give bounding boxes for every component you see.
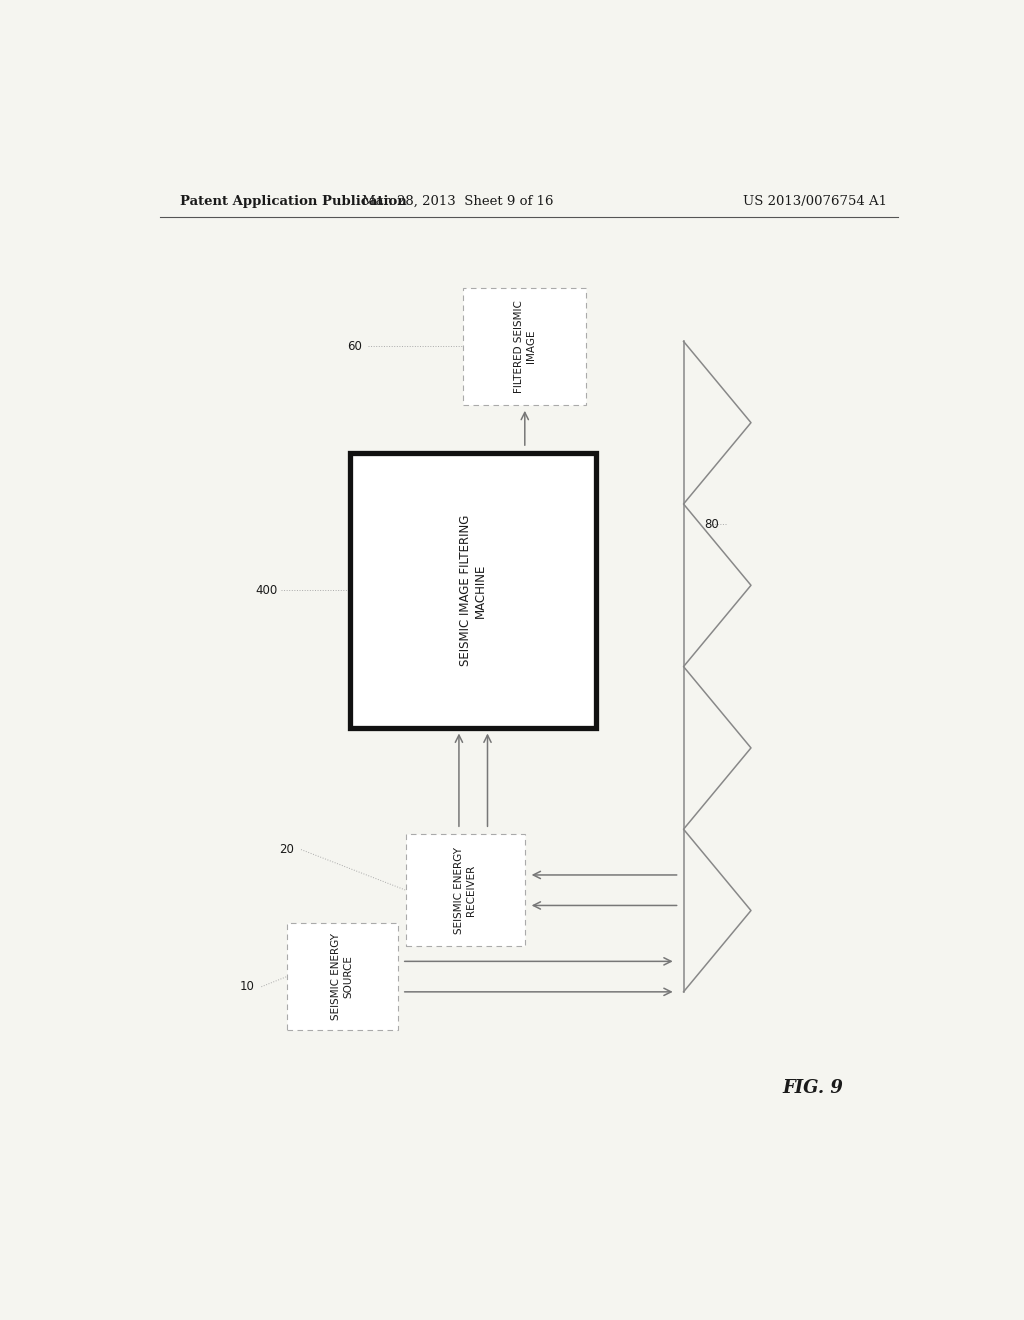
- Text: 10: 10: [240, 981, 255, 993]
- Bar: [406, 834, 524, 946]
- Text: 20: 20: [280, 843, 294, 857]
- Text: Patent Application Publication: Patent Application Publication: [179, 194, 407, 207]
- Bar: [287, 923, 398, 1030]
- Text: SEISMIC ENERGY
RECEIVER: SEISMIC ENERGY RECEIVER: [455, 846, 476, 933]
- Text: SEISMIC IMAGE FILTERING
MACHINE: SEISMIC IMAGE FILTERING MACHINE: [459, 515, 487, 667]
- Text: 60: 60: [347, 341, 361, 352]
- Bar: [463, 288, 587, 405]
- Text: FILTERED SEISMIC
IMAGE: FILTERED SEISMIC IMAGE: [514, 300, 536, 393]
- Text: 80: 80: [703, 517, 719, 531]
- Text: FIG. 9: FIG. 9: [782, 1080, 844, 1097]
- Text: SEISMIC ENERGY
SOURCE: SEISMIC ENERGY SOURCE: [332, 933, 353, 1020]
- Bar: [350, 453, 596, 727]
- Text: Mar. 28, 2013  Sheet 9 of 16: Mar. 28, 2013 Sheet 9 of 16: [361, 194, 553, 207]
- Text: 400: 400: [256, 583, 278, 597]
- Text: US 2013/0076754 A1: US 2013/0076754 A1: [743, 194, 887, 207]
